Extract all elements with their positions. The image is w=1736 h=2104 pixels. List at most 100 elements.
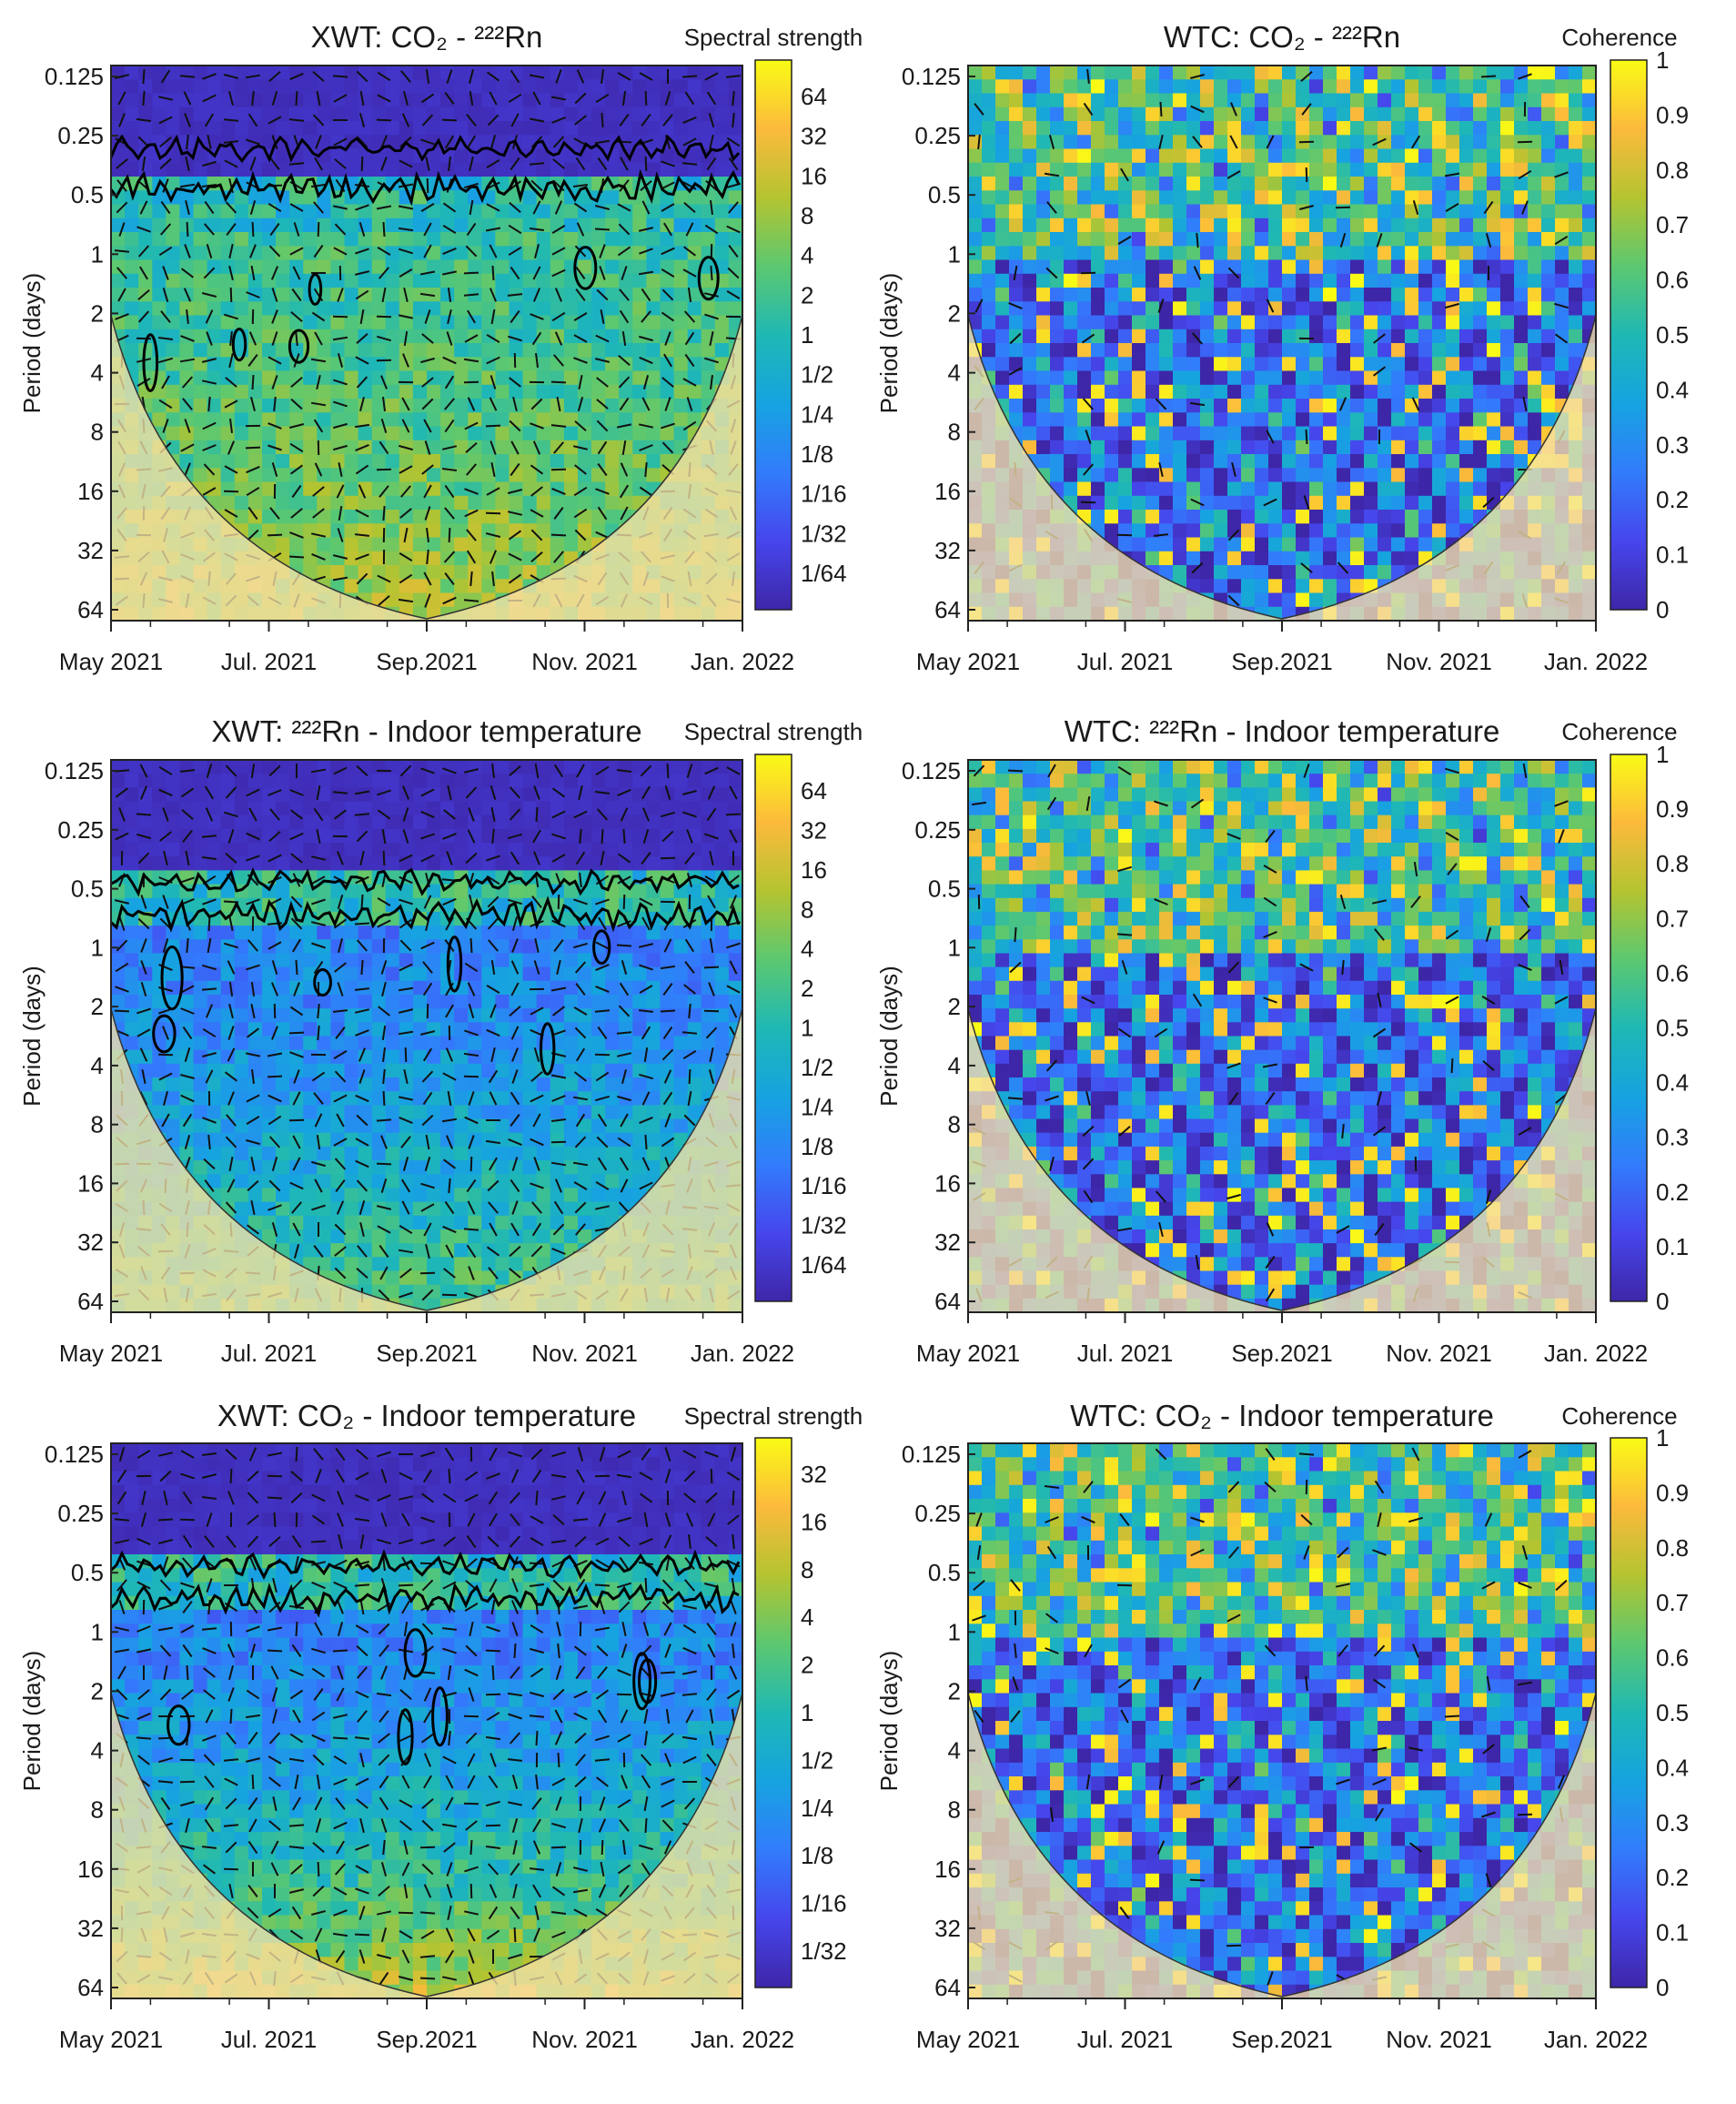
y-tick-label: 0.25 bbox=[57, 122, 104, 149]
y-tick-label: 8 bbox=[91, 1796, 104, 1824]
cone-of-influence bbox=[968, 760, 1596, 1312]
colorbar-tick-label: 0.2 bbox=[1656, 1178, 1689, 1206]
colorbar-tick-label: 0.6 bbox=[1656, 267, 1689, 294]
chart-panel-2: WTC: CO₂ - ²²²Rn 0.125 0.25 0.5 1 2 4 8 16 32 64 Ma… bbox=[875, 20, 1689, 675]
x-tick-label: May 2021 bbox=[916, 1340, 1020, 1367]
colorbar-tick-label: 32 bbox=[801, 816, 827, 844]
colorbar-tick-label: 1/8 bbox=[801, 1133, 833, 1160]
colorbar-tick-label: 0.7 bbox=[1656, 905, 1689, 932]
y-tick-label: 1 bbox=[91, 240, 104, 268]
y-tick-label: 4 bbox=[91, 359, 104, 387]
x-tick-label: Jan. 2022 bbox=[691, 2026, 794, 2053]
colorbar-tick-label: 0 bbox=[1656, 1974, 1669, 2001]
colorbar-tick-label: 8 bbox=[801, 1556, 813, 1583]
colorbar-tick-label: 2 bbox=[801, 281, 813, 309]
colorbar-tick-label: 1/4 bbox=[801, 400, 833, 428]
chart-panel-3: XWT: ²²²Rn - Indoor temperature 0.125 0.25… bbox=[18, 714, 863, 1367]
y-tick-label: 4 bbox=[948, 359, 961, 387]
chart-panel-4: WTC: ²²²Rn - Indoor temperature 0.125 0.25… bbox=[875, 714, 1689, 1367]
y-tick-label: 1 bbox=[91, 934, 104, 961]
x-tick-label: Nov. 2021 bbox=[1386, 2026, 1492, 2053]
colorbar bbox=[754, 59, 792, 611]
colorbar-tick-label: 64 bbox=[801, 83, 827, 110]
y-tick-label: 2 bbox=[91, 1677, 104, 1704]
x-tick-label: May 2021 bbox=[59, 648, 163, 675]
y-tick-label: 2 bbox=[91, 299, 104, 327]
y-tick-label: 64 bbox=[934, 596, 961, 623]
colorbar-tick-label: 1 bbox=[801, 1699, 813, 1726]
colorbar-tick-label: 1/64 bbox=[801, 560, 847, 587]
x-tick-label: Jul. 2021 bbox=[221, 648, 318, 675]
y-tick-label: 64 bbox=[77, 1288, 104, 1315]
x-tick-label: Nov. 2021 bbox=[531, 1340, 638, 1367]
chart-panel-6: WTC: CO₂ - Indoor temperature 0.125 0.25 0.… bbox=[875, 1399, 1689, 2053]
colorbar-tick-label: 0.3 bbox=[1656, 431, 1689, 459]
colorbar-tick-label: 1 bbox=[801, 1015, 813, 1042]
phase-arrows bbox=[114, 1446, 742, 1987]
colorbar-tick-label: 0.5 bbox=[1656, 321, 1689, 349]
chart-panel-5: XWT: CO₂ - Indoor temperature 0.125 0.25 0.… bbox=[18, 1399, 863, 2053]
y-tick-label: 0.25 bbox=[914, 816, 961, 844]
y-tick-label: 4 bbox=[91, 1737, 104, 1765]
colorbar-tick-label: 4 bbox=[801, 242, 813, 269]
y-tick-label: 0.125 bbox=[902, 63, 961, 90]
colorbar-tick-label: 0.7 bbox=[1656, 1589, 1689, 1616]
y-tick-label: 16 bbox=[77, 478, 104, 505]
x-tick-label: May 2021 bbox=[916, 648, 1020, 675]
y-tick-label: 4 bbox=[91, 1052, 104, 1079]
y-tick-label: 1 bbox=[948, 240, 961, 268]
colorbar-tick-label: 0.8 bbox=[1656, 157, 1689, 184]
colorbar bbox=[1610, 1437, 1648, 1988]
y-tick-label: 1 bbox=[948, 934, 961, 961]
x-tick-label: Jul. 2021 bbox=[1077, 1340, 1174, 1367]
colorbar-tick-label: 1 bbox=[1656, 46, 1669, 74]
y-tick-label: 0.5 bbox=[928, 875, 961, 903]
x-tick-label: Sep.2021 bbox=[376, 2026, 477, 2053]
colorbar-tick-label: 0 bbox=[1656, 1288, 1669, 1315]
y-tick-label: 1 bbox=[948, 1618, 961, 1645]
significance-contour bbox=[111, 134, 741, 392]
y-tick-label: 8 bbox=[91, 1111, 104, 1138]
y-tick-label: 8 bbox=[948, 419, 961, 446]
colorbar-tick-label: 1/32 bbox=[801, 1212, 847, 1239]
y-tick-label: 0.5 bbox=[71, 875, 104, 903]
x-tick-label: Nov. 2021 bbox=[531, 2026, 638, 2053]
colorbar bbox=[754, 1437, 792, 1988]
x-tick-label: Nov. 2021 bbox=[1386, 648, 1492, 675]
y-tick-label: 8 bbox=[91, 419, 104, 446]
colorbar-tick-label: 1/32 bbox=[801, 520, 847, 547]
colorbar-tick-label: 1/8 bbox=[801, 1842, 833, 1869]
colorbar-tick-label: 0.4 bbox=[1656, 1069, 1689, 1097]
x-tick-label: Sep.2021 bbox=[1231, 1340, 1332, 1367]
colorbar-tick-label: 1/2 bbox=[801, 1746, 833, 1774]
phase-arrows bbox=[114, 763, 742, 1303]
colorbar-tick-label: 0.3 bbox=[1656, 1124, 1689, 1151]
colorbar-title: Coherence bbox=[1561, 1402, 1677, 1430]
y-tick-label: 0.125 bbox=[45, 1441, 104, 1468]
colorbar-tick-label: 1/16 bbox=[801, 1890, 847, 1917]
y-tick-label: 0.125 bbox=[45, 63, 104, 90]
x-tick-label: Jan. 2022 bbox=[1544, 1340, 1648, 1367]
colorbar-tick-label: 0.9 bbox=[1656, 1479, 1689, 1506]
colorbar-tick-label: 1 bbox=[1656, 741, 1669, 768]
y-tick-label: 0.125 bbox=[45, 757, 104, 784]
colorbar-tick-label: 32 bbox=[801, 123, 827, 150]
x-tick-label: Jan. 2022 bbox=[691, 648, 794, 675]
colorbar-tick-label: 0.7 bbox=[1656, 211, 1689, 238]
phase-arrows bbox=[972, 1447, 1568, 1986]
chart-title: XWT: CO₂ - Indoor temperature bbox=[217, 1399, 636, 1432]
colorbar-tick-label: 0.1 bbox=[1656, 1919, 1689, 1947]
y-tick-label: 2 bbox=[91, 993, 104, 1020]
colorbar-tick-label: 1 bbox=[801, 321, 813, 349]
y-axis-label: Period (days) bbox=[18, 966, 45, 1107]
colorbar-tick-label: 0.9 bbox=[1656, 795, 1689, 823]
colorbar-tick-label: 0.5 bbox=[1656, 1699, 1689, 1726]
y-tick-label: 16 bbox=[934, 1856, 961, 1883]
x-tick-label: May 2021 bbox=[59, 2026, 163, 2053]
colorbar-title: Spectral strength bbox=[684, 1402, 863, 1430]
y-tick-label: 16 bbox=[77, 1169, 104, 1197]
chart-title: WTC: ²²²Rn - Indoor temperature bbox=[1065, 714, 1500, 748]
colorbar-tick-label: 4 bbox=[801, 1603, 813, 1631]
colorbar-tick-label: 0.2 bbox=[1656, 1864, 1689, 1891]
